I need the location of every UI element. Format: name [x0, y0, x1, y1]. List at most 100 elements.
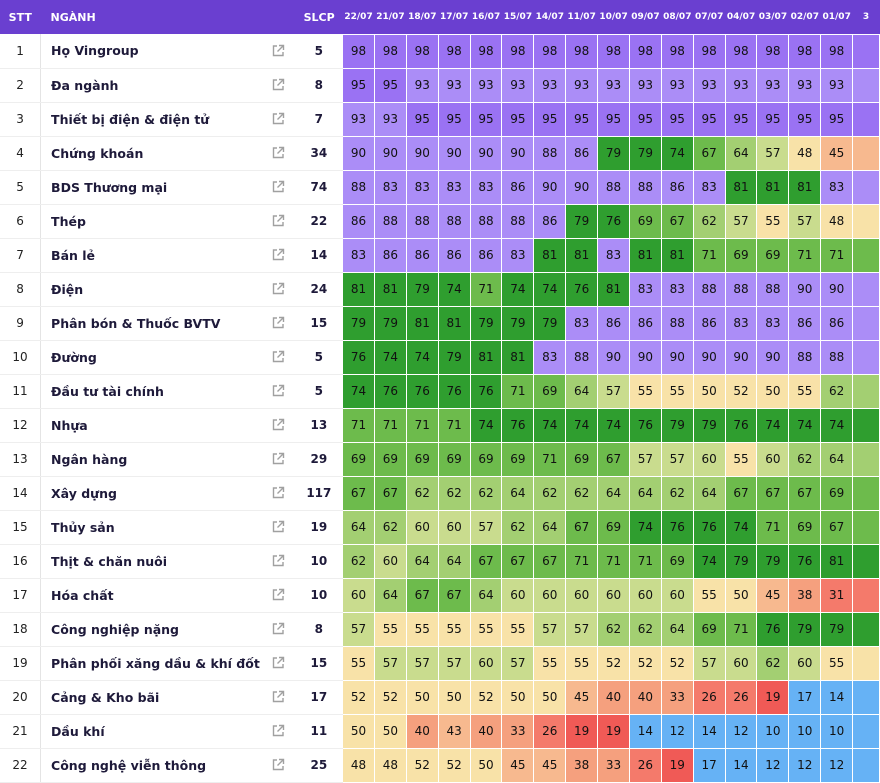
header-date[interactable]: 04/07: [726, 11, 756, 22]
table-row[interactable]: 22 Công nghệ viễn thông 25 48 48 52 52 50 45 45 38…: [0, 747, 880, 783]
header-date[interactable]: 03/07: [758, 11, 788, 22]
row-industry-name[interactable]: Thịt & chăn nuôi: [40, 544, 260, 579]
row-slcp: 7: [295, 102, 343, 137]
header-date[interactable]: 01/07: [822, 11, 851, 22]
row-industry-name[interactable]: Phân bón & Thuốc BVTV: [40, 306, 260, 341]
score-cell: 64: [501, 475, 535, 511]
row-industry-name[interactable]: Xây dựng: [40, 476, 260, 511]
table-row[interactable]: 4 Chứng khoán 34 90 90 90 90 90 90 88 86 79 79 74 67 64…: [0, 135, 880, 171]
table-row[interactable]: 9 Phân bón & Thuốc BVTV 15 79 79 81 81 79 79 79 83…: [0, 305, 880, 341]
table-row[interactable]: 6 Thép 22 86 88 88 88 88 88 86 79 76 69 67 62 57 55 57 48: [0, 203, 880, 239]
external-link-icon[interactable]: [270, 486, 286, 500]
row-industry-name[interactable]: Phân phối xăng dầu & khí đốt: [40, 646, 260, 681]
external-link-icon[interactable]: [270, 248, 286, 262]
row-industry-name[interactable]: Thủy sản: [40, 510, 260, 545]
score-cell-clipped: [852, 713, 880, 749]
external-link-icon[interactable]: [270, 418, 286, 432]
header-nganh[interactable]: NGÀNH: [50, 10, 96, 24]
external-link-icon[interactable]: [270, 724, 286, 738]
header-date[interactable]: 17/07: [440, 11, 469, 22]
table-body: 1 Họ Vingroup 5 98 98 98 98 98 98 98 98 98 98 98 98 98 9…: [0, 33, 880, 783]
header-date[interactable]: 10/07: [599, 11, 628, 22]
header-date[interactable]: 15/07: [503, 11, 533, 22]
header-spacer: [260, 0, 296, 34]
external-link-icon[interactable]: [270, 146, 286, 160]
header-slcp[interactable]: SLCP: [303, 10, 335, 24]
table-row[interactable]: 3 Thiết bị điện & điện tử 7 93 93 95 95 95 95 95 9…: [0, 101, 880, 137]
row-industry-name[interactable]: BDS Thương mại: [40, 170, 260, 205]
row-link-cell: [259, 714, 296, 749]
row-industry-name[interactable]: Đa ngành: [40, 68, 260, 103]
score-cell: 74: [437, 271, 471, 307]
header-date[interactable]: 09/07: [631, 11, 660, 22]
header-date[interactable]: 3: [862, 11, 870, 22]
table-row[interactable]: 2 Đa ngành 8 95 95 93 93 93 93 93 93 93 93 93 93 93 93 93…: [0, 67, 880, 103]
score-cell: 83: [373, 169, 407, 205]
score-cell: 50: [405, 679, 439, 715]
score-cell-clipped: [852, 339, 880, 375]
row-industry-name[interactable]: Chứng khoán: [40, 136, 260, 171]
header-date[interactable]: 08/07: [663, 11, 692, 22]
external-link-icon[interactable]: [270, 43, 286, 57]
external-link-icon[interactable]: [270, 78, 286, 92]
external-link-icon[interactable]: [270, 214, 286, 228]
header-date[interactable]: 14/07: [535, 11, 564, 22]
table-row[interactable]: 5 BDS Thương mại 74 88 83 83 83 83 86 90 90 88 88 86 8…: [0, 169, 880, 205]
score-cell: 45: [501, 747, 535, 783]
row-industry-name[interactable]: Đường: [40, 340, 260, 375]
header-date[interactable]: 22/07: [344, 11, 373, 22]
table-row[interactable]: 13 Ngân hàng 29 69 69 69 69 69 69 71 69 67 57 57 60 55 6…: [0, 441, 880, 477]
table-row[interactable]: 1 Họ Vingroup 5 98 98 98 98 98 98 98 98 98 98 98 98 98 9…: [0, 33, 880, 69]
table-row[interactable]: 7 Bán lẻ 14 83 86 86 86 86 83 81 81 83 81 81 71 69 69 71 7…: [0, 237, 880, 273]
table-row[interactable]: 21 Dầu khí 11 50 50 40 43 40 33 26 19 19 14 12 14 12 10 1…: [0, 713, 880, 749]
table-row[interactable]: 20 Cảng & Kho bãi 17 52 52 50 50 52 50 50 45 40 40 33…: [0, 679, 880, 715]
external-link-icon[interactable]: [270, 452, 286, 466]
row-industry-name[interactable]: Công nghệ viễn thông: [40, 748, 260, 783]
table-row[interactable]: 16 Thịt & chăn nuôi 10 62 60 64 64 67 67 67 71 71 71…: [0, 543, 880, 579]
row-industry-name[interactable]: Cảng & Kho bãi: [40, 680, 260, 715]
header-date[interactable]: 21/07: [376, 11, 405, 22]
row-industry-name[interactable]: Họ Vingroup: [40, 34, 260, 69]
score-cell: 90: [501, 135, 535, 171]
score-cell: 95: [692, 101, 726, 137]
external-link-icon[interactable]: [270, 690, 286, 704]
row-industry-name[interactable]: Công nghiệp nặng: [40, 612, 260, 647]
table-row[interactable]: 17 Hóa chất 10 60 64 67 67 64 60 60 60 60 60 60 55 50 45…: [0, 577, 880, 613]
score-cell: 69: [501, 441, 535, 477]
external-link-icon[interactable]: [270, 588, 286, 602]
row-industry-name[interactable]: Nhựa: [40, 408, 260, 443]
external-link-icon[interactable]: [270, 622, 286, 636]
header-date[interactable]: 07/07: [695, 11, 724, 22]
external-link-icon[interactable]: [270, 180, 286, 194]
external-link-icon[interactable]: [270, 554, 286, 568]
table-row[interactable]: 15 Thủy sản 19 64 62 60 60 57 62 64 67 69 74 76 76 74 71…: [0, 509, 880, 545]
table-row[interactable]: 18 Công nghiệp nặng 8 57 55 55 55 55 55 57 57 62 62 6…: [0, 611, 880, 647]
external-link-icon[interactable]: [270, 656, 286, 670]
table-row[interactable]: 11 Đầu tư tài chính 5 74 76 76 76 76 71 69 64 57 55 5…: [0, 373, 880, 409]
header-date[interactable]: 18/07: [408, 11, 437, 22]
table-row[interactable]: 19 Phân phối xăng dầu & khí đốt 15 55 57 57 57…: [0, 645, 880, 681]
external-link-icon[interactable]: [270, 520, 286, 534]
external-link-icon[interactable]: [270, 758, 286, 772]
row-industry-name[interactable]: Bán lẻ: [40, 238, 260, 273]
row-industry-name[interactable]: Đầu tư tài chính: [40, 374, 260, 409]
row-industry-name[interactable]: Thép: [40, 204, 260, 239]
table-row[interactable]: 12 Nhựa 13 71 71 71 71 74 76 74 74 74 76 79 79 76 74 74 74: [0, 407, 880, 443]
external-link-icon[interactable]: [270, 282, 286, 296]
row-industry-name[interactable]: Thiết bị điện & điện tử: [40, 102, 260, 137]
row-industry-name[interactable]: Hóa chất: [40, 578, 260, 613]
table-row[interactable]: 10 Đường 5 76 74 74 79 81 81 83 88 90 90 90 90 90 90 88 88: [0, 339, 880, 375]
row-industry-name[interactable]: Điện: [40, 272, 260, 307]
external-link-icon[interactable]: [270, 384, 286, 398]
row-industry-name[interactable]: Dầu khí: [40, 714, 260, 749]
external-link-icon[interactable]: [270, 112, 286, 126]
row-industry-name[interactable]: Ngân hàng: [40, 442, 260, 477]
header-date[interactable]: 16/07: [471, 11, 501, 22]
header-date[interactable]: 02/07: [790, 11, 819, 22]
header-date[interactable]: 11/07: [567, 11, 596, 22]
external-link-icon[interactable]: [270, 350, 286, 364]
table-row[interactable]: 14 Xây dựng 117 67 67 62 62 62 64 62 62 64 64 62 64 67 6…: [0, 475, 880, 511]
score-cell: 76: [597, 203, 630, 239]
external-link-icon[interactable]: [270, 316, 286, 330]
table-row[interactable]: 8 Điện 24 81 81 79 74 71 74 74 76 81 83 83 88 88 88 90 90: [0, 271, 880, 307]
